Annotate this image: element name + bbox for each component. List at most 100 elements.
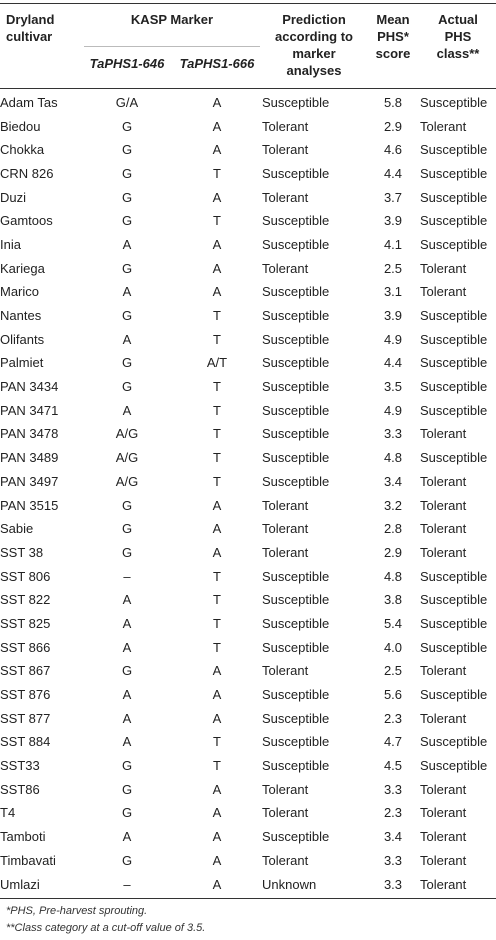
prediction-cell: Tolerant bbox=[262, 189, 309, 205]
marker-666-cell: A bbox=[212, 805, 222, 821]
header-marker-646: TaPHS1-646 bbox=[89, 56, 165, 71]
prediction-cell: Tolerant bbox=[262, 663, 309, 679]
table-row: Timbavati G A Tolerant 3.3 Tolerant bbox=[0, 849, 496, 873]
actual-phs-cell: Tolerant bbox=[420, 876, 467, 892]
actual-phs-cell: Susceptible bbox=[420, 355, 488, 371]
marker-666-cell: A bbox=[212, 544, 222, 560]
table-row: T4 G A Tolerant 2.3 Tolerant bbox=[0, 802, 496, 826]
mean-phs-cell: 3.3 bbox=[383, 852, 403, 868]
marker-646-cell: G bbox=[121, 758, 133, 774]
table-row: PAN 3489 A/G T Susceptible 4.8 Susceptible bbox=[0, 446, 496, 470]
cultivar-cell: Olifants bbox=[0, 331, 45, 347]
marker-646-cell: A bbox=[122, 734, 132, 750]
mean-phs-cell: 4.8 bbox=[383, 450, 403, 466]
cultivar-cell: Umlazi bbox=[0, 876, 40, 892]
marker-666-cell: T bbox=[213, 639, 221, 655]
marker-666-cell: T bbox=[213, 426, 221, 442]
prediction-cell: Susceptible bbox=[262, 165, 330, 181]
table-row: SST 825 A T Susceptible 5.4 Susceptible bbox=[0, 612, 496, 636]
marker-666-cell: T bbox=[213, 758, 221, 774]
prediction-cell: Tolerant bbox=[262, 852, 309, 868]
actual-phs-cell: Tolerant bbox=[420, 260, 467, 276]
prediction-cell: Susceptible bbox=[262, 402, 330, 418]
prediction-cell: Susceptible bbox=[262, 639, 330, 655]
cultivar-cell: Palmiet bbox=[0, 355, 44, 371]
table-row: Tamboti A A Susceptible 3.4 Tolerant bbox=[0, 825, 496, 849]
marker-646-cell: A bbox=[122, 331, 132, 347]
marker-646-cell: G bbox=[121, 355, 133, 371]
marker-646-cell: G bbox=[121, 379, 133, 395]
marker-666-cell: T bbox=[213, 331, 221, 347]
cultivar-cell: PAN 3478 bbox=[0, 426, 59, 442]
actual-phs-cell: Susceptible bbox=[420, 592, 488, 608]
marker-646-cell: – bbox=[123, 568, 131, 584]
marker-646-cell: G bbox=[121, 260, 133, 276]
mean-phs-cell: 3.4 bbox=[383, 473, 403, 489]
header-actual-phs-line: Actual bbox=[438, 12, 478, 27]
mean-phs-cell: 2.3 bbox=[383, 805, 403, 821]
table-row: Chokka G A Tolerant 4.6 Susceptible bbox=[0, 138, 496, 162]
actual-phs-cell: Susceptible bbox=[420, 94, 488, 110]
cultivar-cell: PAN 3471 bbox=[0, 402, 59, 418]
prediction-cell: Susceptible bbox=[262, 213, 330, 229]
table-row: SST 876 A A Susceptible 5.6 Susceptible bbox=[0, 683, 496, 707]
marker-666-cell: T bbox=[213, 379, 221, 395]
marker-666-cell: T bbox=[213, 450, 221, 466]
actual-phs-cell: Susceptible bbox=[420, 165, 488, 181]
table-row: Adam Tas G/A A Susceptible 5.8 Susceptible bbox=[0, 91, 496, 115]
prediction-cell: Susceptible bbox=[262, 379, 330, 395]
kasp-marker-divider bbox=[84, 46, 260, 47]
header-marker-666: TaPHS1-666 bbox=[179, 56, 255, 71]
actual-phs-cell: Susceptible bbox=[420, 236, 488, 252]
mean-phs-cell: 3.1 bbox=[383, 284, 403, 300]
header-prediction-line: Prediction bbox=[282, 12, 346, 27]
mean-phs-cell: 4.8 bbox=[383, 568, 403, 584]
header-actual-phs-line: PHS bbox=[444, 29, 472, 44]
actual-phs-cell: Tolerant bbox=[420, 521, 467, 537]
table-row: Marico A A Susceptible 3.1 Tolerant bbox=[0, 281, 496, 305]
marker-646-cell: G bbox=[121, 165, 133, 181]
marker-666-cell: A bbox=[212, 94, 222, 110]
prediction-cell: Susceptible bbox=[262, 473, 330, 489]
marker-666-cell: T bbox=[213, 592, 221, 608]
cultivar-cell: SST 825 bbox=[0, 615, 51, 631]
header-actual-phs-line: class** bbox=[436, 46, 480, 61]
table-row: SST 38 G A Tolerant 2.9 Tolerant bbox=[0, 541, 496, 565]
prediction-cell: Susceptible bbox=[262, 236, 330, 252]
mean-phs-cell: 3.9 bbox=[383, 308, 403, 324]
mean-phs-cell: 3.3 bbox=[383, 876, 403, 892]
table-row: PAN 3471 A T Susceptible 4.9 Susceptible bbox=[0, 399, 496, 423]
cultivar-cell: SST 876 bbox=[0, 687, 51, 703]
footnote-phs: *PHS, Pre-harvest sprouting. bbox=[6, 905, 148, 917]
mean-phs-cell: 3.9 bbox=[383, 213, 403, 229]
mean-phs-cell: 3.4 bbox=[383, 829, 403, 845]
cultivar-cell: SST86 bbox=[0, 781, 40, 797]
mean-phs-cell: 4.4 bbox=[383, 355, 403, 371]
header-actual-phs: Actual PHS class** bbox=[420, 11, 496, 62]
mean-phs-cell: 2.9 bbox=[383, 544, 403, 560]
mean-phs-cell: 5.4 bbox=[383, 615, 403, 631]
mean-phs-cell: 2.5 bbox=[383, 663, 403, 679]
marker-646-cell: G bbox=[121, 805, 133, 821]
data-table: Adam Tas G/A A Susceptible 5.8 Susceptible Bie… bbox=[0, 91, 496, 896]
mean-phs-cell: 2.5 bbox=[383, 260, 403, 276]
mean-phs-cell: 3.5 bbox=[383, 379, 403, 395]
marker-666-cell: A bbox=[212, 687, 222, 703]
table-top-rule bbox=[0, 3, 496, 4]
marker-646-cell: G/A bbox=[115, 94, 139, 110]
cultivar-cell: CRN 826 bbox=[0, 165, 54, 181]
actual-phs-cell: Susceptible bbox=[420, 331, 488, 347]
table-row: PAN 3478 A/G T Susceptible 3.3 Tolerant bbox=[0, 423, 496, 447]
actual-phs-cell: Susceptible bbox=[420, 639, 488, 655]
header-cultivar-line: cultivar bbox=[6, 29, 53, 44]
prediction-cell: Unknown bbox=[262, 876, 317, 892]
table-row: Olifants A T Susceptible 4.9 Susceptible bbox=[0, 328, 496, 352]
cultivar-cell: SST 806 bbox=[0, 568, 51, 584]
prediction-cell: Susceptible bbox=[262, 592, 330, 608]
cultivar-cell: SST 822 bbox=[0, 592, 51, 608]
mean-phs-cell: 4.6 bbox=[383, 142, 403, 158]
marker-666-cell: T bbox=[213, 473, 221, 489]
header-kasp-marker: KASP Marker bbox=[130, 12, 214, 27]
cultivar-cell: PAN 3434 bbox=[0, 379, 59, 395]
